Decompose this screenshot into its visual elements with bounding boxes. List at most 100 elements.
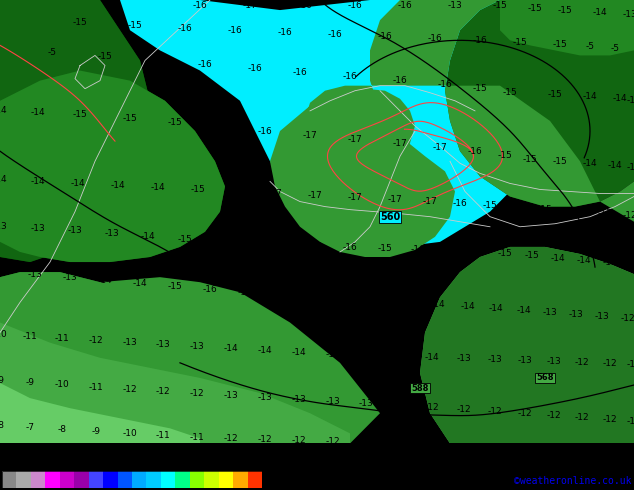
Text: -13: -13 (623, 10, 634, 19)
Text: -14: -14 (151, 183, 165, 192)
Text: -15: -15 (338, 294, 353, 303)
Text: -9: -9 (25, 378, 34, 388)
Bar (46, 470, 60, 488)
Text: -16: -16 (228, 187, 242, 196)
Text: -12: -12 (574, 413, 590, 422)
Text: -12: -12 (488, 407, 502, 416)
Text: -15: -15 (508, 203, 522, 212)
Text: Th 04-07-2024 12:00 UTC (12+240): Th 04-07-2024 12:00 UTC (12+240) (432, 443, 632, 453)
Polygon shape (0, 0, 150, 262)
Text: -13: -13 (63, 272, 77, 282)
Text: -11: -11 (626, 417, 634, 426)
Text: -16: -16 (468, 147, 482, 156)
Text: -14: -14 (583, 92, 597, 101)
Text: -14: -14 (489, 304, 503, 313)
Bar (132, 470, 146, 488)
Text: -14: -14 (461, 302, 476, 311)
Text: -8: -8 (0, 421, 4, 430)
Text: 6: 6 (144, 489, 149, 490)
Text: -12: -12 (518, 409, 533, 417)
Text: -15: -15 (482, 201, 498, 210)
Text: -11: -11 (23, 332, 37, 341)
Bar (60, 470, 74, 488)
Text: 560: 560 (380, 212, 400, 221)
Text: -7: -7 (25, 423, 34, 432)
Text: -13: -13 (626, 163, 634, 172)
Text: -16: -16 (198, 60, 212, 69)
Text: -16: -16 (411, 245, 425, 254)
Text: -13: -13 (603, 258, 618, 267)
Text: -16: -16 (203, 285, 217, 294)
Text: 24: 24 (185, 489, 195, 490)
Polygon shape (445, 0, 634, 207)
Text: -17: -17 (268, 189, 282, 198)
Text: -42: -42 (24, 489, 38, 490)
Text: -16: -16 (228, 26, 242, 35)
Text: -13: -13 (456, 354, 471, 363)
Text: 42: 42 (228, 489, 238, 490)
Text: -17: -17 (347, 193, 363, 202)
Text: -16: -16 (293, 68, 307, 77)
Text: -9: -9 (91, 427, 101, 436)
Polygon shape (0, 272, 380, 443)
Text: -12: -12 (425, 403, 439, 412)
Text: 54: 54 (257, 489, 267, 490)
Text: -6: -6 (113, 489, 122, 490)
Text: -17: -17 (302, 130, 318, 140)
Text: -15: -15 (191, 185, 205, 194)
Text: -54: -54 (0, 489, 9, 490)
Text: -12: -12 (257, 435, 273, 444)
Text: -15: -15 (167, 282, 183, 291)
Text: -30: -30 (53, 489, 67, 490)
Text: -12: -12 (626, 260, 634, 269)
Text: -10: -10 (55, 381, 69, 390)
Text: -15: -15 (527, 3, 542, 13)
Text: -16: -16 (257, 126, 273, 136)
Text: -13: -13 (68, 226, 82, 235)
Polygon shape (120, 0, 590, 247)
Text: -14: -14 (257, 346, 273, 355)
Text: -17: -17 (307, 191, 322, 200)
Bar (89, 470, 103, 488)
Bar (117, 470, 132, 488)
Bar (176, 470, 190, 488)
Text: -12: -12 (392, 401, 406, 410)
Text: -16: -16 (178, 24, 192, 33)
Polygon shape (0, 0, 150, 262)
Text: -15: -15 (498, 249, 512, 259)
Text: -12: -12 (292, 436, 306, 445)
Text: -17: -17 (423, 197, 437, 206)
Text: -15: -15 (399, 298, 415, 307)
Text: -14: -14 (612, 94, 627, 103)
Text: 12: 12 (156, 489, 165, 490)
Text: -17: -17 (432, 143, 448, 151)
Text: -12: -12 (603, 415, 618, 424)
Text: -13: -13 (155, 340, 171, 349)
Text: -15: -15 (553, 40, 567, 49)
Text: -16: -16 (278, 242, 292, 250)
Text: -11: -11 (190, 433, 204, 442)
Bar (190, 470, 204, 488)
Text: -15: -15 (513, 38, 527, 47)
Text: -15: -15 (127, 21, 143, 30)
Text: -16: -16 (248, 64, 262, 73)
Text: -14: -14 (292, 348, 306, 357)
Text: -13: -13 (569, 310, 583, 319)
Text: -16: -16 (378, 32, 392, 41)
Text: -14: -14 (326, 350, 340, 359)
Text: -13: -13 (0, 222, 8, 231)
Text: -16: -16 (271, 290, 285, 299)
Text: -13: -13 (488, 355, 502, 364)
Polygon shape (0, 71, 225, 343)
Text: -13: -13 (595, 312, 609, 321)
Text: -16: -16 (472, 36, 488, 45)
Text: -13: -13 (547, 357, 561, 367)
Text: -16: -16 (238, 288, 252, 297)
Text: -16: -16 (342, 72, 358, 81)
Text: -12: -12 (224, 434, 238, 443)
Text: -14: -14 (392, 352, 406, 361)
Text: -13: -13 (28, 270, 42, 279)
Text: -15: -15 (558, 5, 573, 15)
Text: -13: -13 (224, 391, 238, 399)
Text: 568: 568 (536, 373, 553, 382)
